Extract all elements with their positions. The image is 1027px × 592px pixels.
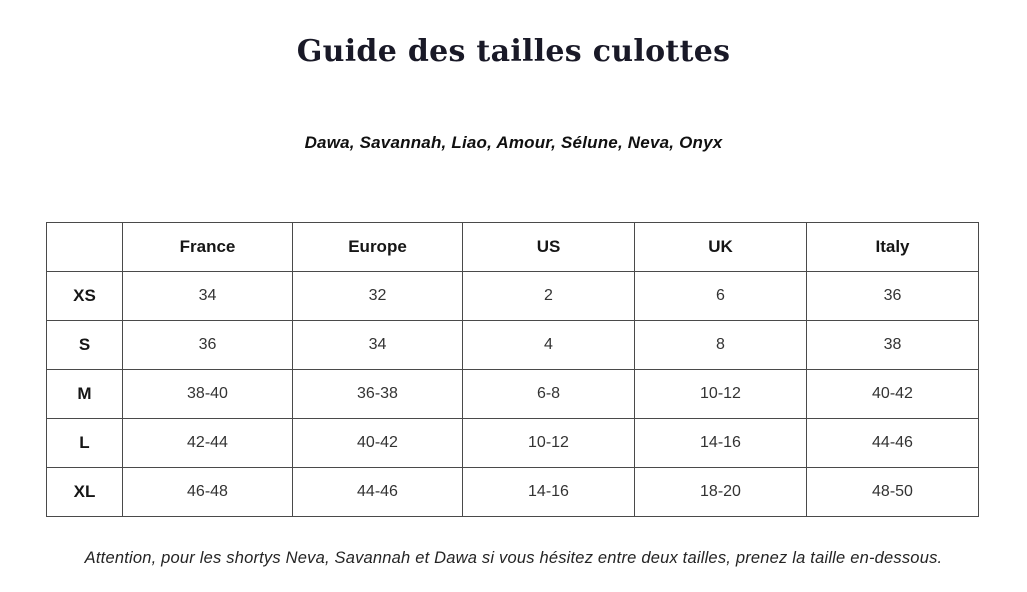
cell-xs-france: 34: [122, 271, 293, 321]
column-header-france: France: [122, 222, 293, 272]
size-advice-footnote: Attention, pour les shortys Neva, Savann…: [84, 549, 943, 567]
column-header-blank: [46, 222, 123, 272]
cell-l-italy: 44-46: [806, 418, 979, 468]
cell-xl-uk: 18-20: [634, 467, 807, 517]
row-label-s: S: [46, 320, 123, 370]
cell-m-us: 6-8: [462, 369, 635, 419]
cell-m-italy: 40-42: [806, 369, 979, 419]
row-label-l: L: [46, 418, 123, 468]
cell-l-europe: 40-42: [292, 418, 463, 468]
cell-xs-us: 2: [462, 271, 635, 321]
cell-s-uk: 8: [634, 320, 807, 370]
cell-xl-italy: 48-50: [806, 467, 979, 517]
row-label-xs: XS: [46, 271, 123, 321]
cell-xs-uk: 6: [634, 271, 807, 321]
column-header-us: US: [462, 222, 635, 272]
table-row-s: S 36 34 4 8 38: [46, 320, 979, 370]
cell-s-italy: 38: [806, 320, 979, 370]
cell-m-europe: 36-38: [292, 369, 463, 419]
cell-xs-europe: 32: [292, 271, 463, 321]
column-header-uk: UK: [634, 222, 807, 272]
cell-l-us: 10-12: [462, 418, 635, 468]
cell-xl-us: 14-16: [462, 467, 635, 517]
cell-xl-france: 46-48: [122, 467, 293, 517]
cell-xl-europe: 44-46: [292, 467, 463, 517]
column-header-italy: Italy: [806, 222, 979, 272]
cell-l-france: 42-44: [122, 418, 293, 468]
cell-l-uk: 14-16: [634, 418, 807, 468]
cell-xs-italy: 36: [806, 271, 979, 321]
row-label-m: M: [46, 369, 123, 419]
product-models-subtitle: Dawa, Savannah, Liao, Amour, Sélune, Nev…: [304, 133, 723, 152]
cell-s-us: 4: [462, 320, 635, 370]
cell-m-uk: 10-12: [634, 369, 807, 419]
column-header-europe: Europe: [292, 222, 463, 272]
table-header-row: France Europe US UK Italy: [46, 222, 979, 272]
cell-m-france: 38-40: [122, 369, 293, 419]
row-label-xl: XL: [46, 467, 123, 517]
cell-s-europe: 34: [292, 320, 463, 370]
table-row-l: L 42-44 40-42 10-12 14-16 44-46: [46, 418, 979, 468]
size-guide-table: France Europe US UK Italy XS 34 32 2 6 3…: [46, 222, 979, 517]
page-title: Guide des tailles culottes: [296, 34, 731, 70]
table-row-xs: XS 34 32 2 6 36: [46, 271, 979, 321]
cell-s-france: 36: [122, 320, 293, 370]
table-row-xl: XL 46-48 44-46 14-16 18-20 48-50: [46, 467, 979, 517]
table-row-m: M 38-40 36-38 6-8 10-12 40-42: [46, 369, 979, 419]
